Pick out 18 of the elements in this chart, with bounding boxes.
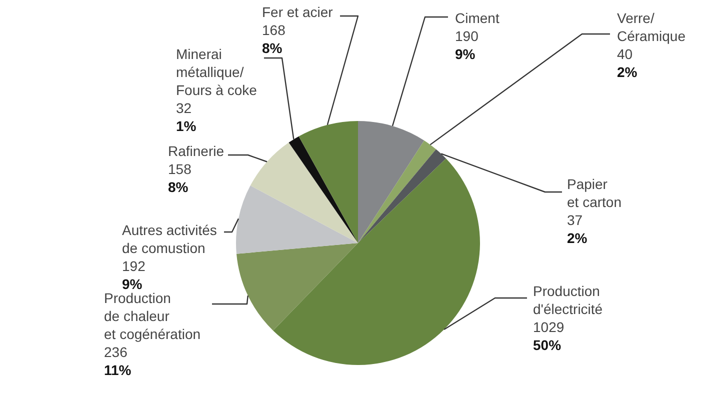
data-label: 32 1% [176, 100, 197, 134]
slice-label: Production de chaleur et cogénération [104, 290, 201, 342]
slice-label: Verre/ Céramique [617, 10, 686, 44]
slice-label: Fer et acier [262, 4, 334, 20]
slice-label: Rafinerie [168, 142, 224, 159]
slice-label: Minerai métallique/ Fours à coke [176, 46, 258, 98]
data-label: 37 2% [567, 212, 588, 246]
data-label: 158 8% [168, 160, 192, 195]
data-label: 190 9% [455, 28, 479, 62]
data-label: 236 11% [104, 344, 132, 378]
slice-label: Production d'électricité [533, 282, 603, 317]
data-label: 40 2% [617, 46, 638, 80]
data-label: 168 8% [262, 22, 286, 56]
slice-label: Ciment [455, 10, 500, 26]
data-label: 192 9% [122, 258, 146, 292]
slice-label: Papier et carton [567, 176, 622, 210]
data-label: 1029 50% [533, 318, 564, 353]
slice-label: Autres activités de comustion [122, 222, 217, 256]
